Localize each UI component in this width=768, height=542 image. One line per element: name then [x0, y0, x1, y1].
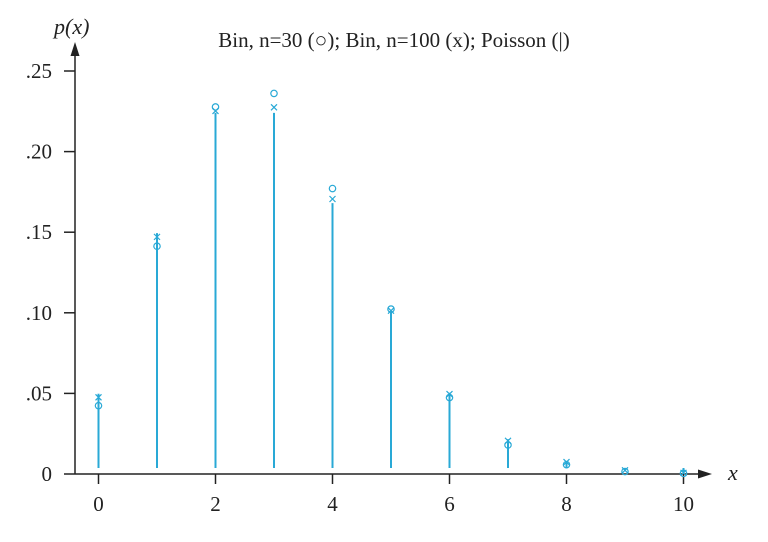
bin-n30-marker: [270, 89, 278, 98]
bin-n100-marker: [153, 233, 161, 241]
bin-n30-marker: [94, 401, 103, 410]
y-tick-label: .20: [26, 140, 52, 164]
bin-n100-marker-stroke: [270, 103, 278, 111]
bin-n100-marker-stroke: [680, 469, 687, 477]
x-tick-label: 0: [93, 492, 104, 516]
bin-n30-marker: [621, 467, 629, 476]
bin-n100-marker: [446, 390, 453, 398]
y-tick-label: 0: [42, 462, 53, 486]
bin-n100-marker: [95, 393, 102, 401]
data-marks: [94, 89, 688, 478]
bin-n100-marker: [387, 307, 395, 315]
y-tick-label: .15: [26, 220, 52, 244]
bin-n100-marker-stroke: [446, 390, 453, 398]
bin-n100-marker: [504, 437, 512, 445]
bin-n100-marker-stroke: [621, 466, 629, 474]
bin-n100-marker-stroke: [212, 107, 219, 115]
bin-n100-marker-stroke: [563, 458, 570, 466]
y-tick-label: .25: [26, 59, 52, 83]
x-tick-label: 8: [561, 492, 572, 516]
bin-n100-marker: [621, 466, 629, 474]
chart-title: Bin, n=30 (○); Bin, n=100 (x); Poisson (…: [218, 28, 570, 52]
x-tick-label: 6: [444, 492, 455, 516]
bin-n100-marker-stroke: [95, 393, 102, 401]
x-tick-label: 2: [210, 492, 221, 516]
y-axis-label: p(x): [52, 14, 89, 39]
bin-n100-marker-stroke: [153, 233, 161, 241]
x-tick-label: 4: [327, 492, 338, 516]
bin-n30-marker: [387, 305, 395, 313]
x-axis-arrow: [698, 469, 712, 479]
bin-n30-marker: [679, 469, 688, 478]
bin-n100-marker: [270, 103, 278, 111]
bin-n100-marker: [212, 107, 219, 115]
bin-n30-marker: [153, 242, 161, 251]
bin-n100-marker: [680, 469, 687, 477]
y-tick-label: .05: [26, 381, 52, 405]
x-tick-label: 10: [673, 492, 694, 516]
y-axis-arrow: [70, 42, 80, 56]
bin-n100-marker-stroke: [504, 437, 512, 445]
bin-n30-marker: [504, 441, 512, 449]
x-ticks: 0 2 4 6 8 10: [93, 474, 694, 516]
bin-n100-marker-stroke: [387, 307, 395, 315]
bin-n100-marker: [563, 458, 570, 466]
bin-n100-marker-stroke: [329, 195, 336, 203]
bin-n100-marker: [329, 195, 336, 203]
y-ticks: 0 .05 .10 .15 .20 .25: [26, 59, 75, 486]
bin-n30-marker: [328, 184, 337, 193]
y-tick-label: .10: [26, 301, 52, 325]
x-axis-label: x: [727, 460, 738, 485]
